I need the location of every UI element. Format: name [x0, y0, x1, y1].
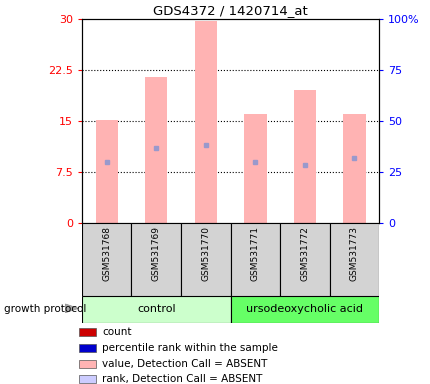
Bar	[82, 223, 131, 296]
Bar	[343, 114, 365, 223]
Bar	[79, 328, 96, 336]
Bar	[79, 344, 96, 352]
Text: percentile rank within the sample: percentile rank within the sample	[102, 343, 278, 353]
Text: GSM531768: GSM531768	[102, 227, 111, 281]
Text: rank, Detection Call = ABSENT: rank, Detection Call = ABSENT	[102, 374, 262, 384]
Bar	[194, 21, 216, 223]
Bar	[95, 119, 117, 223]
Bar	[230, 296, 378, 323]
Text: GSM531770: GSM531770	[201, 227, 210, 281]
Bar	[79, 376, 96, 383]
Text: GSM531771: GSM531771	[250, 227, 259, 281]
Bar	[230, 223, 280, 296]
Bar	[79, 360, 96, 368]
Bar	[131, 223, 181, 296]
Bar	[181, 223, 230, 296]
Polygon shape	[65, 304, 78, 313]
Bar	[82, 296, 230, 323]
Text: GSM531773: GSM531773	[349, 227, 358, 281]
Text: GSM531769: GSM531769	[151, 227, 160, 281]
Bar	[280, 223, 329, 296]
Text: control: control	[137, 304, 175, 314]
Bar	[329, 223, 378, 296]
Text: count: count	[102, 327, 132, 337]
Text: growth protocol: growth protocol	[4, 304, 86, 314]
Text: value, Detection Call = ABSENT: value, Detection Call = ABSENT	[102, 359, 267, 369]
Bar	[293, 91, 315, 223]
Bar	[244, 114, 266, 223]
Text: ursodeoxycholic acid: ursodeoxycholic acid	[246, 304, 362, 314]
Text: GSM531772: GSM531772	[300, 227, 309, 281]
Bar	[145, 77, 167, 223]
Title: GDS4372 / 1420714_at: GDS4372 / 1420714_at	[153, 3, 307, 17]
